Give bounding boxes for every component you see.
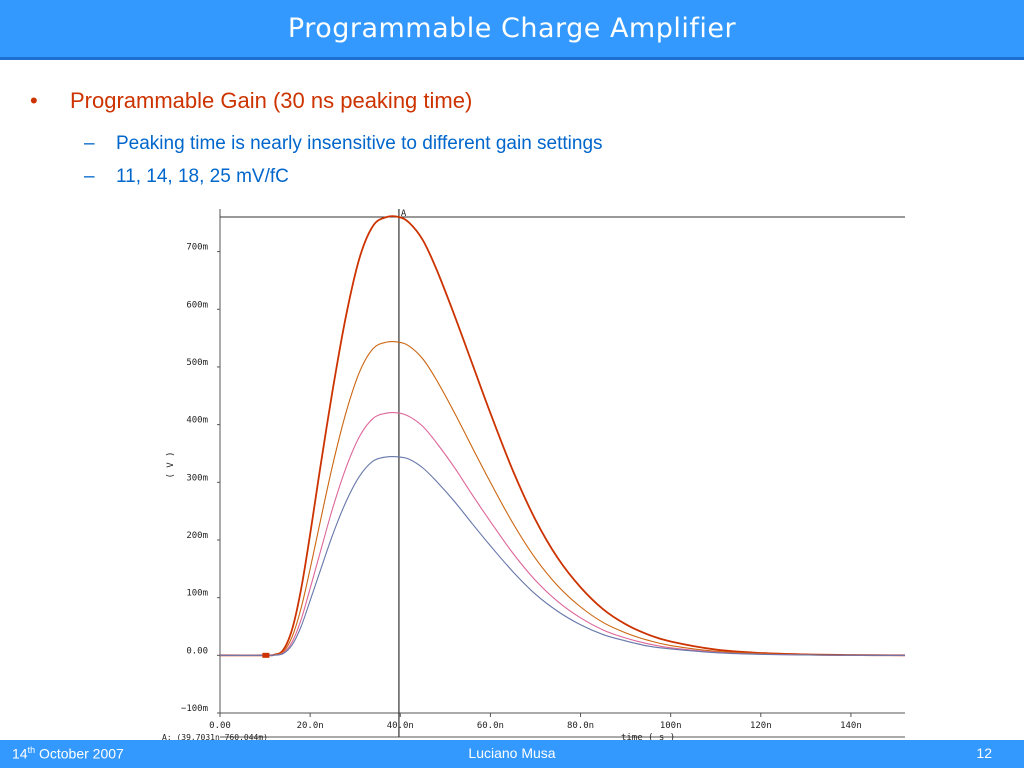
x-tick-label: 20.0n <box>297 721 324 731</box>
y-tick-label: −100m <box>181 704 208 714</box>
x-tick-label: 80.0n <box>567 721 594 731</box>
series-line-2 <box>219 340 906 656</box>
main-bullet: • Programmable Gain (30 ns peaking time) <box>30 88 472 114</box>
sub-bullet: –11, 14, 18, 25 mV/fC <box>84 166 289 188</box>
y-tick-label: 0.00 <box>186 646 208 656</box>
y-axis-label: ( V ) <box>166 451 176 478</box>
x-tick-label: 100n <box>660 721 682 731</box>
sub-bullet-marker: – <box>84 166 95 187</box>
x-tick-label: 40.0n <box>387 721 414 731</box>
footer-author: Luciano Musa <box>468 745 556 761</box>
y-tick-label: 700m <box>186 243 208 253</box>
y-tick-label: 500m <box>186 358 208 368</box>
sub-bullet: – Peaking time is nearly insensitive to d… <box>84 133 603 155</box>
bullet-marker: • <box>30 88 38 113</box>
slide-title: Programmable Charge Amplifier <box>287 13 737 44</box>
x-tick-label: 140n <box>840 721 862 731</box>
waveform-chart: −100m0.00100m200m300m400m500m600m700m0.0… <box>162 209 906 740</box>
x-axis-label: time ( s ) <box>621 733 675 740</box>
series-line-1 <box>219 215 906 657</box>
footer: 14th October 2007 Luciano Musa 12 <box>0 740 1024 768</box>
start-marker <box>262 652 270 658</box>
y-tick-label: 600m <box>186 300 208 310</box>
series-line-4 <box>219 455 906 656</box>
marker-label: A <box>401 209 407 219</box>
sub-bullet-text: Peaking time is nearly insensitive to di… <box>116 133 603 154</box>
sub-bullet-marker: – <box>84 133 95 154</box>
y-tick-label: 200m <box>186 531 208 541</box>
y-tick-label: 400m <box>186 416 208 426</box>
footer-date: 14th October 2007 <box>12 745 124 762</box>
y-tick-label: 300m <box>186 473 208 483</box>
title-bar: Programmable Charge Amplifier <box>0 0 1024 60</box>
y-tick-label: 100m <box>186 589 208 599</box>
footer-page-number: 12 <box>976 745 992 761</box>
marker-readout: A: (39.7031n 760.044m) <box>162 733 268 740</box>
series-line-3 <box>219 412 906 656</box>
x-tick-label: 120n <box>750 721 772 731</box>
sub-bullet-text: 11, 14, 18, 25 mV/fC <box>116 166 289 187</box>
x-tick-label: 60.0n <box>477 721 504 731</box>
main-bullet-text: Programmable Gain (30 ns peaking time) <box>70 88 473 113</box>
x-tick-label: 0.00 <box>209 721 231 731</box>
